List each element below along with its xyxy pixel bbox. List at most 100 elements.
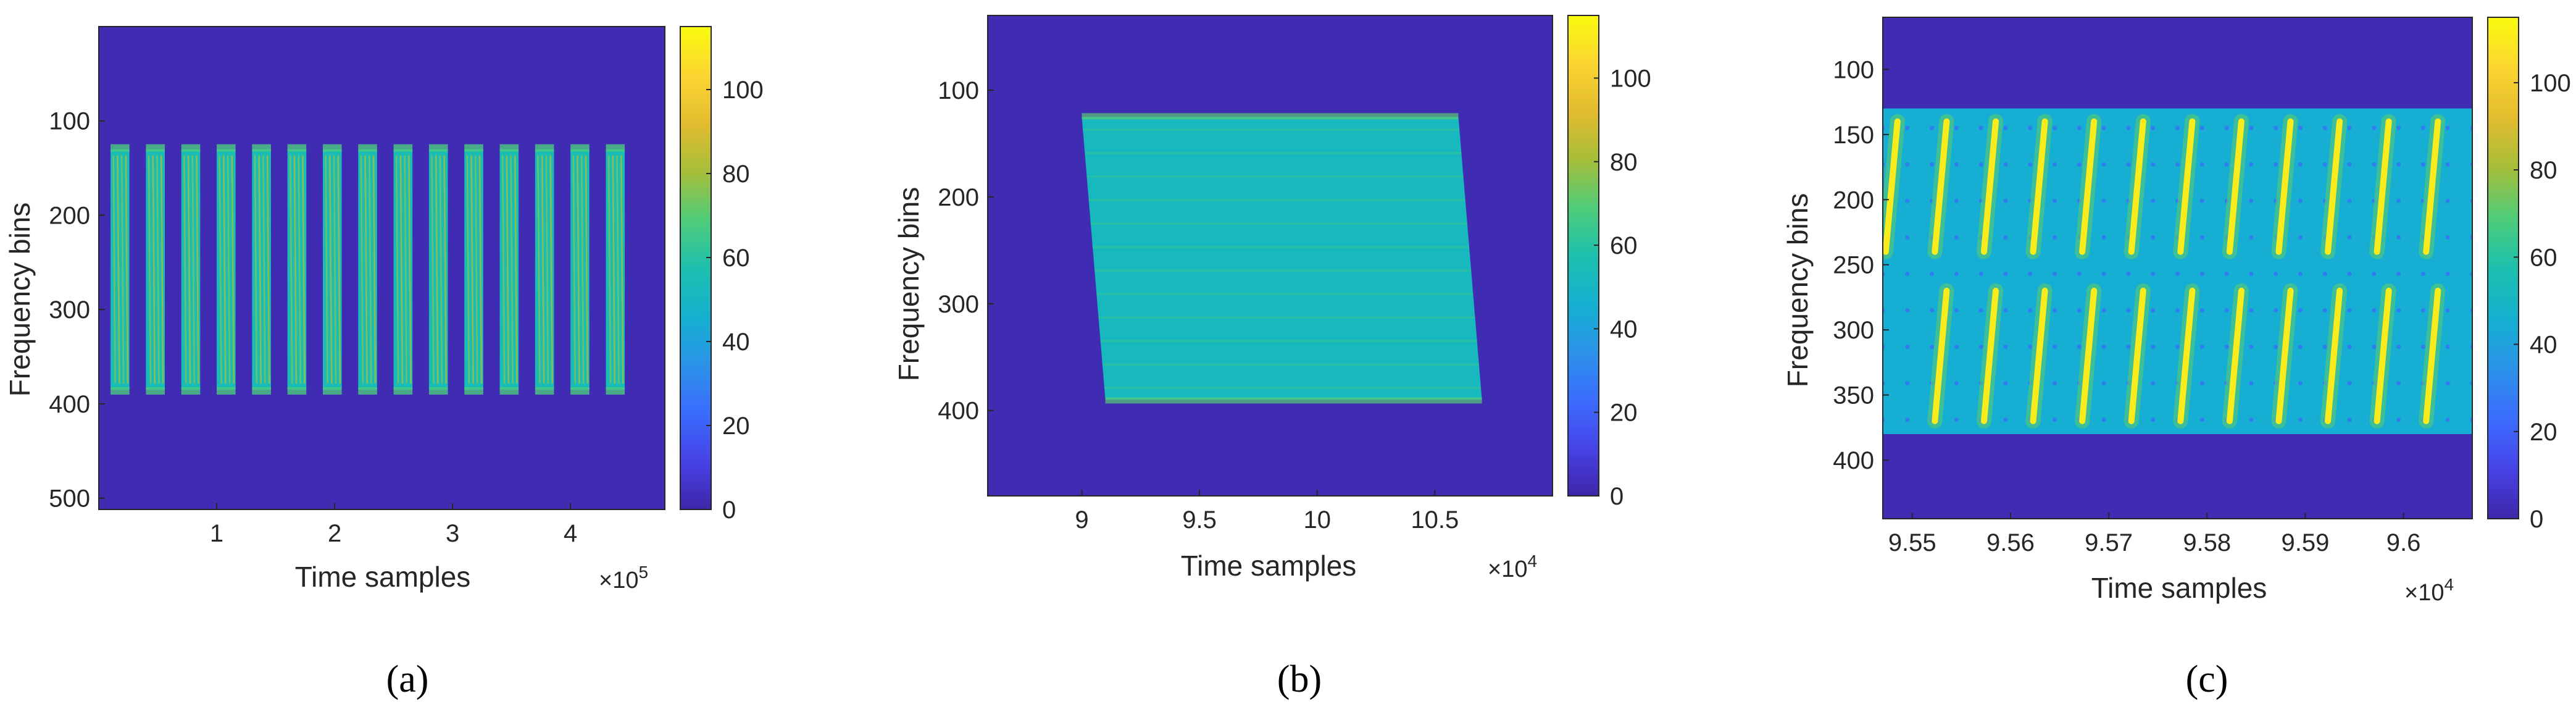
texture-dot xyxy=(1930,125,1935,130)
colorbar-tick-label: 100 xyxy=(1610,65,1651,92)
texture-dot xyxy=(2396,271,2401,276)
texture-dot xyxy=(2347,235,2352,240)
texture-dot xyxy=(2028,271,2033,276)
texture-dot xyxy=(2003,417,2008,422)
pulse-stripe xyxy=(514,155,518,384)
texture-dot xyxy=(2101,308,2106,313)
x-tick-label: 9.58 xyxy=(2183,529,2231,556)
texture-dot xyxy=(2101,417,2106,422)
lower-chirp xyxy=(2275,287,2294,424)
heatmap-content-2 xyxy=(1883,17,2472,519)
x-tick-label: 3 xyxy=(446,520,459,547)
texture-dot xyxy=(2028,162,2033,167)
colorbar-tick-label: 100 xyxy=(2530,70,2571,97)
colorbar-tick-label: 0 xyxy=(1610,483,1624,510)
pulse-stripe xyxy=(501,155,506,384)
texture-dot xyxy=(1905,271,1910,276)
x-tick-label: 9.56 xyxy=(1986,529,2035,556)
texture-dot xyxy=(1954,308,1959,313)
texture-dot xyxy=(1905,417,1910,422)
pulse-stripe xyxy=(478,155,483,384)
texture-dot xyxy=(2445,308,2450,313)
texture-dot xyxy=(2298,162,2303,167)
panel-b-caption: (b) xyxy=(1277,658,1322,700)
texture-dot xyxy=(2298,308,2303,313)
texture-dot xyxy=(1905,345,1910,350)
pulse-stripe xyxy=(506,155,510,384)
pulse-edge-bottom xyxy=(464,387,483,395)
plot-area-0: 1 2 3 4 100 200 300 400 500 xyxy=(49,26,665,547)
colorbar-tick-label: 20 xyxy=(1610,400,1638,427)
texture-dot xyxy=(2249,345,2254,350)
pulse-edge-bottom xyxy=(110,387,130,395)
texture-dot xyxy=(2101,381,2106,386)
x-tick-label: 10.5 xyxy=(1411,506,1459,534)
texture-dot xyxy=(2249,381,2254,386)
pulse-stripe xyxy=(196,155,199,384)
texture-dot xyxy=(2372,125,2377,130)
pulse-edge-bottom xyxy=(322,387,342,395)
colorbar-gradient xyxy=(2487,17,2519,519)
pulse-stripe xyxy=(612,155,616,384)
lower-chirp xyxy=(2423,287,2441,424)
texture-dot xyxy=(2151,198,2156,203)
texture-dot xyxy=(2175,125,2180,130)
texture-dot xyxy=(2322,345,2327,350)
panel-c-x-exponent: ×104 xyxy=(2404,575,2454,606)
colorbar-2: 0 20 40 60 80 100 xyxy=(2487,17,2571,533)
x-tick-label: 1 xyxy=(210,520,223,547)
colorbar-tick-label: 80 xyxy=(1610,149,1638,176)
texture-dot xyxy=(1954,125,1959,130)
pulse-stripe xyxy=(156,155,160,384)
heatmap-content-0 xyxy=(99,27,665,509)
texture-dot xyxy=(2298,381,2303,386)
pulse-stripe xyxy=(231,155,235,384)
texture-dot xyxy=(2003,125,2008,130)
texture-dot xyxy=(2101,345,2106,350)
texture-dot xyxy=(2249,162,2254,167)
texture-dot xyxy=(2126,345,2131,350)
colorbar-gradient xyxy=(680,26,712,510)
lower-chirp xyxy=(2030,287,2048,424)
texture-dot xyxy=(2077,345,2082,350)
y-tick-label: 300 xyxy=(1833,317,1874,344)
pulse-stripe xyxy=(431,155,435,384)
texture-dot xyxy=(2322,162,2327,167)
texture-dot xyxy=(2298,235,2303,240)
texture-dot xyxy=(2053,235,2057,240)
panel-a-xlabel: Time samples xyxy=(295,561,471,593)
texture-dot xyxy=(2003,308,2008,313)
upper-chirp xyxy=(2128,118,2146,255)
axes-box xyxy=(98,26,665,510)
pulse-edge-bottom xyxy=(570,387,590,395)
pulse-stripe xyxy=(293,155,298,384)
texture-dot xyxy=(2274,271,2278,276)
texture-dot xyxy=(2028,125,2033,130)
pulse-stripe xyxy=(399,155,404,384)
texture-dot xyxy=(2372,308,2377,313)
pulse-stripe xyxy=(545,155,549,384)
colorbar-tick-label: 100 xyxy=(722,77,764,104)
texture-dot xyxy=(2101,271,2106,276)
texture-dot xyxy=(2199,345,2204,350)
texture-dot xyxy=(2249,235,2254,240)
texture-dot xyxy=(2199,381,2204,386)
texture-dot xyxy=(2101,235,2106,240)
texture-dot xyxy=(2396,235,2401,240)
pulse-edge-top xyxy=(393,144,413,152)
texture-dot xyxy=(1978,271,1983,276)
texture-dot xyxy=(2322,271,2327,276)
x-tick-label: 9.5 xyxy=(1182,506,1217,534)
upper-chirp xyxy=(2079,118,2098,255)
texture-dot xyxy=(2224,345,2229,350)
texture-dot xyxy=(2003,345,2008,350)
pulse-stripe xyxy=(435,155,439,384)
pulse-stripe xyxy=(404,155,407,384)
texture-dot xyxy=(2445,345,2450,350)
texture-dot xyxy=(2396,162,2401,167)
texture-dot xyxy=(2003,198,2008,203)
texture-dot xyxy=(2126,271,2131,276)
colorbar-tick-label: 40 xyxy=(1610,316,1638,343)
pulse-stripe xyxy=(117,155,120,384)
axes-box xyxy=(1882,17,2473,519)
